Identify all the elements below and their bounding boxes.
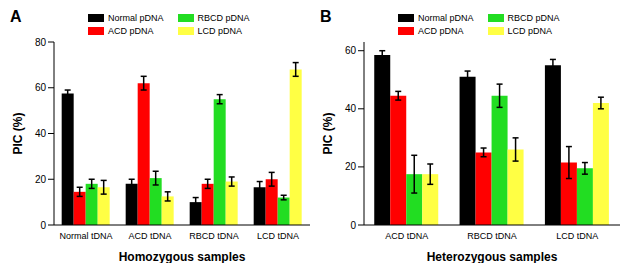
svg-text:Homozygous samples: Homozygous samples <box>119 250 246 263</box>
svg-text:60: 60 <box>345 45 357 56</box>
svg-text:20: 20 <box>35 174 47 185</box>
html-text:RBCD pDNA: RBCD pDNA <box>507 12 560 23</box>
svg-text:0: 0 <box>40 220 46 231</box>
svg-text:40: 40 <box>35 128 47 139</box>
svg-text:20: 20 <box>345 161 357 172</box>
svg-text:LCD tDNA: LCD tDNA <box>257 231 299 241</box>
svg-text:80: 80 <box>35 37 47 48</box>
svg-text:0: 0 <box>350 220 356 231</box>
svg-text:LCD tDNA: LCD tDNA <box>556 231 598 241</box>
html-text:Normal pDNA: Normal pDNA <box>108 12 164 23</box>
html-text:ACD pDNA: ACD pDNA <box>108 25 154 36</box>
svg-text:ACD tDNA: ACD tDNA <box>385 231 428 241</box>
html-text:Normal pDNA: Normal pDNA <box>418 12 474 23</box>
html-text:RBCD pDNA: RBCD pDNA <box>197 12 250 23</box>
svg-text:PIC (%): PIC (%) <box>321 112 335 154</box>
html-text:B: B <box>320 8 332 25</box>
svg-text:40: 40 <box>345 103 357 114</box>
svg-text:Heterozygous samples: Heterozygous samples <box>427 250 558 263</box>
html-text:ACD pDNA: ACD pDNA <box>418 25 464 36</box>
svg-text:ACD tDNA: ACD tDNA <box>128 231 171 241</box>
svg-text:PIC (%): PIC (%) <box>11 112 25 154</box>
svg-text:60: 60 <box>35 82 47 93</box>
html-text:LCD pDNA: LCD pDNA <box>197 25 242 36</box>
svg-text:RBCD tDNA: RBCD tDNA <box>467 231 517 241</box>
html-text:LCD pDNA: LCD pDNA <box>507 25 552 36</box>
html-text:A: A <box>10 8 22 25</box>
svg-text:Normal tDNA: Normal tDNA <box>59 231 112 241</box>
svg-text:RBCD tDNA: RBCD tDNA <box>189 231 239 241</box>
